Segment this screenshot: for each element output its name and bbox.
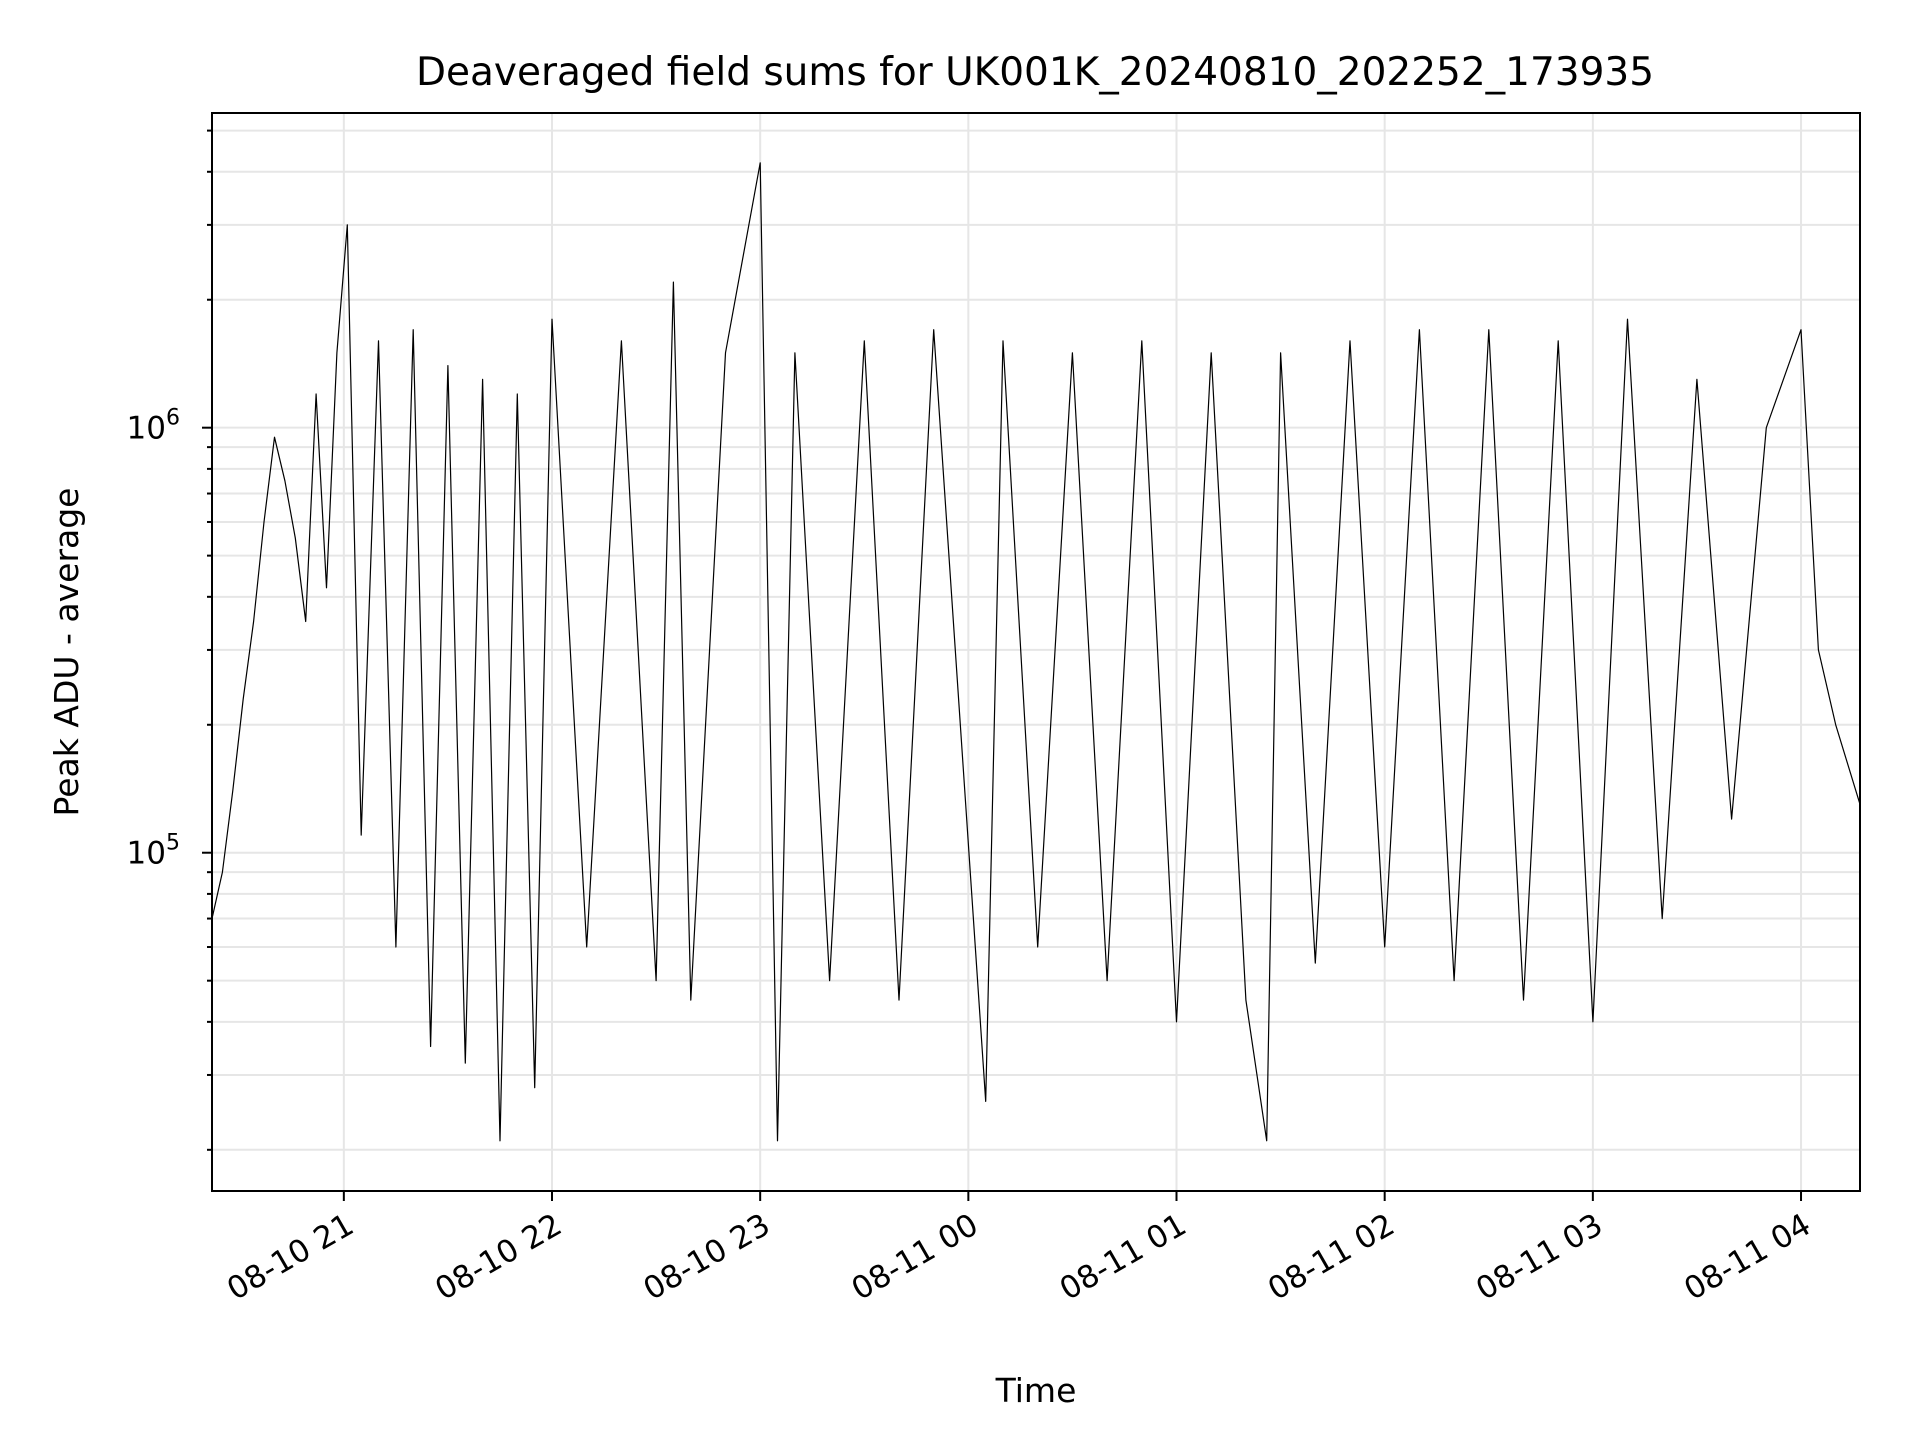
plot-frame [211,112,1861,1192]
x-axis-label: Time [995,1371,1077,1410]
y-tick-label: 105 [127,831,180,872]
y-tick-label: 106 [127,406,180,447]
chart-title: Deaveraged field sums for UK001K_2024081… [416,50,1654,95]
y-axis: 105 106 [127,129,212,1151]
data-layer [211,162,1861,1142]
grid [212,113,1860,1191]
series-line [211,162,1861,1142]
y-axis-label: Peak ADU - average [47,488,86,817]
